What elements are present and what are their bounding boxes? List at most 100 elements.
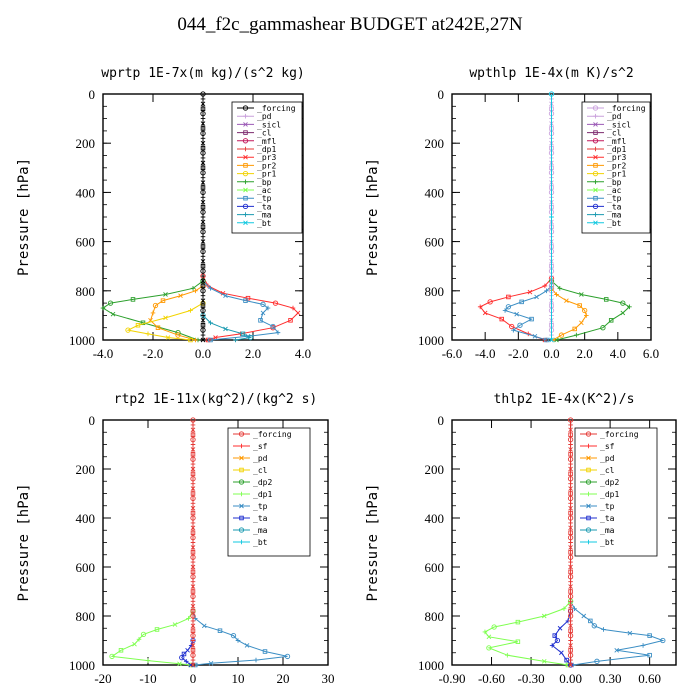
data-point — [260, 310, 266, 316]
data-point — [244, 643, 250, 648]
data-point — [592, 170, 599, 177]
data-point — [200, 175, 206, 180]
y-tick-label: 0 — [89, 413, 96, 428]
legend-entry: _pr2 — [607, 161, 626, 170]
series-line-pr3 — [202, 275, 299, 341]
legend-entry: _sicl — [607, 120, 631, 129]
data-point — [135, 322, 141, 328]
x-tick-label: 0.60 — [638, 671, 661, 686]
y-tick-label: 200 — [76, 462, 96, 477]
data-point — [509, 323, 515, 330]
x-tick-label: 0.0 — [195, 346, 211, 361]
data-point — [200, 219, 206, 225]
data-point — [532, 333, 538, 339]
data-point — [568, 579, 573, 584]
data-point — [549, 214, 554, 220]
data-point — [239, 539, 244, 545]
data-point — [243, 220, 248, 226]
series-line-bp — [102, 280, 204, 341]
data-point — [601, 627, 606, 632]
data-point — [181, 651, 187, 657]
data-point — [568, 461, 573, 467]
data-point — [568, 643, 573, 648]
data-point — [260, 301, 266, 307]
legend-entry: _dp2 — [253, 478, 272, 487]
data-point — [243, 130, 248, 135]
data-point — [284, 653, 291, 660]
data-point — [275, 330, 281, 335]
data-point — [239, 443, 244, 449]
data-point — [586, 515, 591, 521]
data-point — [253, 657, 259, 663]
y-axis-label: Pressure [hPa] — [365, 483, 381, 601]
data-point — [542, 283, 548, 289]
legend-entry: _pr2 — [257, 161, 276, 170]
data-point — [593, 154, 598, 160]
data-point — [239, 503, 244, 509]
legend-entry: _sf — [253, 442, 268, 451]
data-point — [586, 539, 591, 545]
data-point — [190, 643, 196, 648]
data-point — [200, 327, 206, 333]
series-line-ta — [551, 610, 572, 666]
data-point — [190, 417, 196, 423]
x-tick-label: -2.0 — [508, 346, 529, 361]
legend-entry: _ma — [253, 526, 268, 535]
x-tick-label: 0 — [190, 671, 197, 686]
legend-entry: _ac — [607, 186, 622, 195]
data-point — [190, 286, 196, 291]
data-point — [579, 292, 584, 297]
data-point — [243, 154, 248, 160]
data-point — [272, 300, 279, 306]
data-point — [608, 318, 614, 323]
y-tick-label: 800 — [425, 609, 445, 624]
data-point — [136, 636, 142, 642]
data-point — [165, 335, 171, 340]
data-point — [660, 637, 666, 644]
data-point — [568, 540, 573, 545]
y-tick-label: 600 — [425, 235, 445, 250]
data-point — [183, 659, 189, 664]
data-point — [200, 140, 206, 146]
data-point — [223, 326, 228, 332]
x-tick-label: -0.90 — [438, 671, 465, 686]
data-point — [593, 122, 598, 127]
data-point — [487, 299, 493, 305]
data-point — [190, 520, 196, 526]
data-point — [586, 443, 591, 449]
data-point — [541, 659, 547, 664]
legend-entry: _forcing — [257, 104, 296, 113]
data-point — [243, 195, 248, 201]
series-line-pr1 — [126, 302, 204, 341]
data-point — [190, 501, 196, 506]
data-point — [190, 584, 196, 589]
data-point — [213, 335, 218, 340]
x-tick-label: -6.0 — [442, 346, 463, 361]
data-point — [574, 332, 579, 338]
data-point — [579, 320, 584, 326]
panel-title: wprtp 1E-7x(m kg)/(s^2 kg) — [101, 66, 305, 81]
panel-rtp2: rtp2 1E-11x(kg^2)/(kg^2 s) Pressure [hPa]… — [16, 392, 335, 686]
data-point — [239, 491, 244, 497]
series-line-dp1 — [110, 610, 194, 666]
data-point — [190, 505, 196, 511]
data-point — [506, 294, 511, 300]
data-point — [110, 311, 116, 317]
data-point — [190, 618, 196, 624]
data-point — [247, 334, 254, 341]
data-point — [567, 613, 574, 619]
data-point — [647, 633, 652, 638]
data-point — [240, 331, 246, 337]
legend-entry: _pd — [253, 454, 268, 463]
data-point — [190, 603, 196, 609]
legend-entry: _ac — [257, 186, 272, 195]
data-point — [568, 525, 573, 531]
data-point — [549, 337, 554, 343]
panel-title: thlp2 1E-4x(K^2)/s — [494, 392, 635, 407]
data-point — [132, 641, 137, 647]
y-tick-label: 800 — [425, 284, 445, 299]
data-point — [190, 550, 196, 555]
data-point — [200, 214, 206, 220]
data-point — [568, 481, 573, 486]
